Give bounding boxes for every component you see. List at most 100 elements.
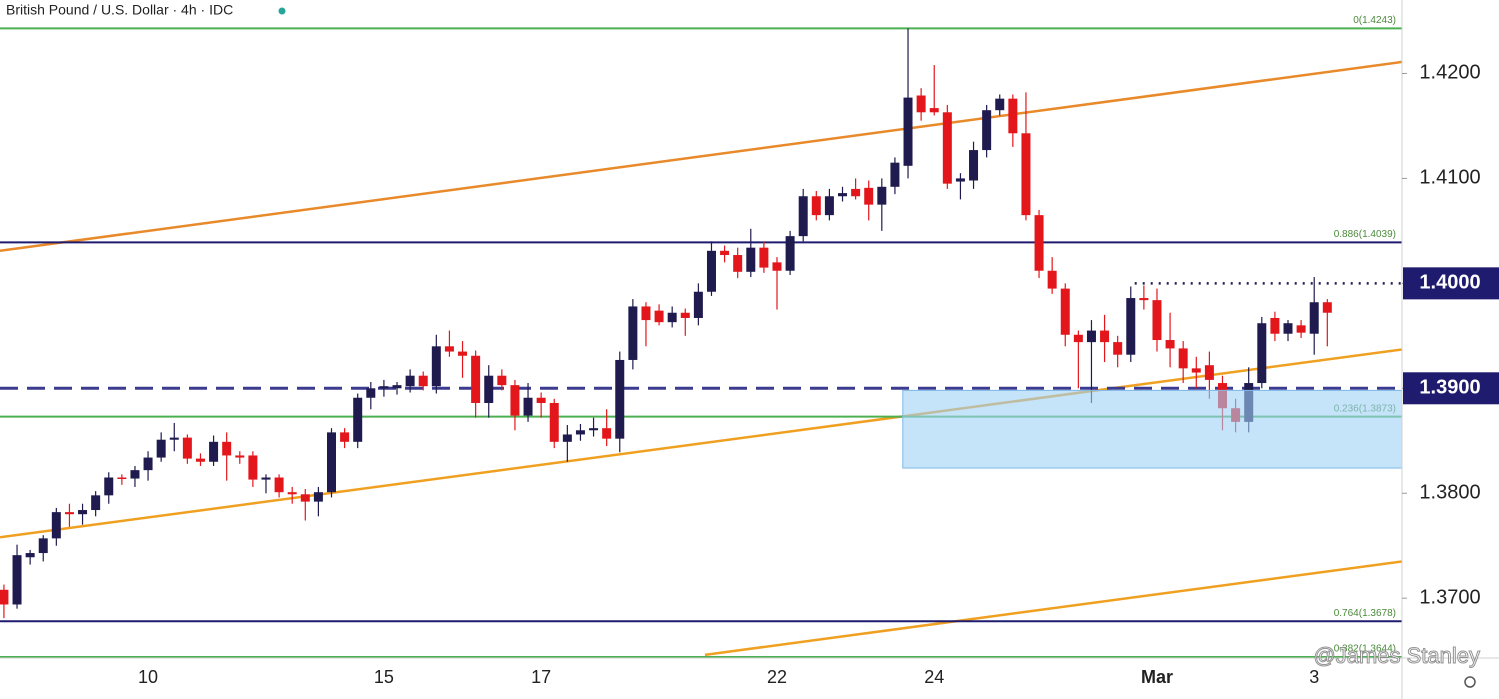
candle-body xyxy=(130,470,140,479)
candle-body xyxy=(117,477,127,479)
axes: 10 15 17 22 24 Mar 3 1.4200 1.4100 1.4000 1.3900 1.… xyxy=(138,62,1499,687)
price-tag xyxy=(1403,372,1499,405)
y-tick-label: 1.4000 xyxy=(1419,272,1480,294)
candle-body xyxy=(1086,330,1096,343)
candle-body xyxy=(222,441,232,456)
price-tag xyxy=(1403,267,1499,300)
candle-body xyxy=(628,306,638,360)
candle-body xyxy=(195,458,205,462)
fib-level-label: 0(1.4243) xyxy=(1353,15,1396,26)
status-dot xyxy=(278,7,286,15)
candle-body xyxy=(497,375,507,386)
candle-body xyxy=(366,388,376,398)
trend-line xyxy=(0,348,1402,539)
candle-body xyxy=(353,397,363,442)
candle-body xyxy=(209,441,219,462)
candle-body xyxy=(1165,340,1175,349)
candle-body xyxy=(746,247,756,272)
y-tick-label: 1.3900 xyxy=(1419,377,1480,399)
candle-body xyxy=(824,196,834,216)
candle-body xyxy=(1309,302,1319,334)
candle-body xyxy=(864,187,874,205)
candle-body xyxy=(733,255,743,272)
candle-body xyxy=(156,439,166,458)
candle-body xyxy=(995,98,1005,111)
x-tick-label: 3 xyxy=(1309,667,1319,687)
candle-body xyxy=(143,457,153,471)
candle-body xyxy=(838,193,848,197)
candle-body xyxy=(562,434,572,442)
candle-body xyxy=(287,492,297,495)
candle-body xyxy=(851,188,861,197)
candle-body xyxy=(405,375,415,387)
y-tick-label: 1.3700 xyxy=(1419,586,1480,608)
candle-body xyxy=(1191,368,1201,373)
candle-body xyxy=(1073,334,1083,343)
candle-body xyxy=(536,397,546,403)
candle-body xyxy=(575,430,585,435)
candle-body xyxy=(589,428,599,431)
x-tick-label: 17 xyxy=(531,667,551,687)
candle-body xyxy=(510,385,520,416)
candle-body xyxy=(759,247,769,268)
trend-line xyxy=(0,60,1402,253)
title-backdrop xyxy=(0,0,300,22)
candle-body xyxy=(982,110,992,151)
candle-body xyxy=(248,455,258,480)
candle-body xyxy=(1296,325,1306,333)
settings-gear[interactable] xyxy=(1464,676,1476,688)
candle-body xyxy=(1034,215,1044,271)
candle-body xyxy=(64,512,74,515)
candle-body xyxy=(1139,298,1149,301)
candle-body xyxy=(1152,300,1162,341)
trend-line xyxy=(704,560,1402,657)
y-tick-label: 1.4200 xyxy=(1419,62,1480,84)
candle-body xyxy=(471,355,481,403)
candle-body xyxy=(877,186,887,205)
candle-body xyxy=(693,291,703,318)
candle-body xyxy=(484,375,494,403)
candle-body xyxy=(1113,342,1123,355)
candle-body xyxy=(1322,302,1332,313)
candle-body xyxy=(811,196,821,216)
candle-body xyxy=(720,250,730,256)
settings-icon[interactable] xyxy=(1464,676,1476,688)
candle-body xyxy=(313,492,323,502)
candle-body xyxy=(235,455,245,458)
candle-body xyxy=(942,112,952,184)
candle-body xyxy=(327,432,337,493)
candle-body xyxy=(444,346,454,352)
candle-body xyxy=(1270,317,1280,334)
candle-body xyxy=(1178,348,1188,369)
candle-body xyxy=(431,346,441,387)
support-zone xyxy=(902,389,1402,469)
candle-body xyxy=(1100,330,1110,343)
candle-body xyxy=(1021,133,1031,216)
candle-body xyxy=(458,351,468,356)
candle-body xyxy=(51,512,61,539)
candle-body xyxy=(300,494,310,502)
candle-body xyxy=(1126,298,1136,355)
candle-body xyxy=(1060,288,1070,335)
candle-body xyxy=(916,95,926,113)
candle-body xyxy=(1008,98,1018,134)
candle-body xyxy=(969,150,979,181)
candle-body xyxy=(785,236,795,271)
candle-body xyxy=(418,375,428,387)
candle-body xyxy=(392,385,402,389)
candle-body xyxy=(615,359,625,439)
candle-body xyxy=(340,432,350,442)
y-tick-label: 1.4100 xyxy=(1419,167,1480,189)
candle-body xyxy=(1283,323,1293,334)
x-tick-label: 10 xyxy=(138,667,158,687)
candle-body xyxy=(1047,270,1057,289)
candle-body xyxy=(104,477,114,496)
candle-body xyxy=(261,477,271,480)
candle-body xyxy=(25,553,35,558)
candle-body xyxy=(641,306,651,321)
candle-body xyxy=(523,397,533,416)
fib-level-label: 0.764(1.3678) xyxy=(1334,608,1396,619)
y-tick-label: 1.3800 xyxy=(1419,482,1480,504)
